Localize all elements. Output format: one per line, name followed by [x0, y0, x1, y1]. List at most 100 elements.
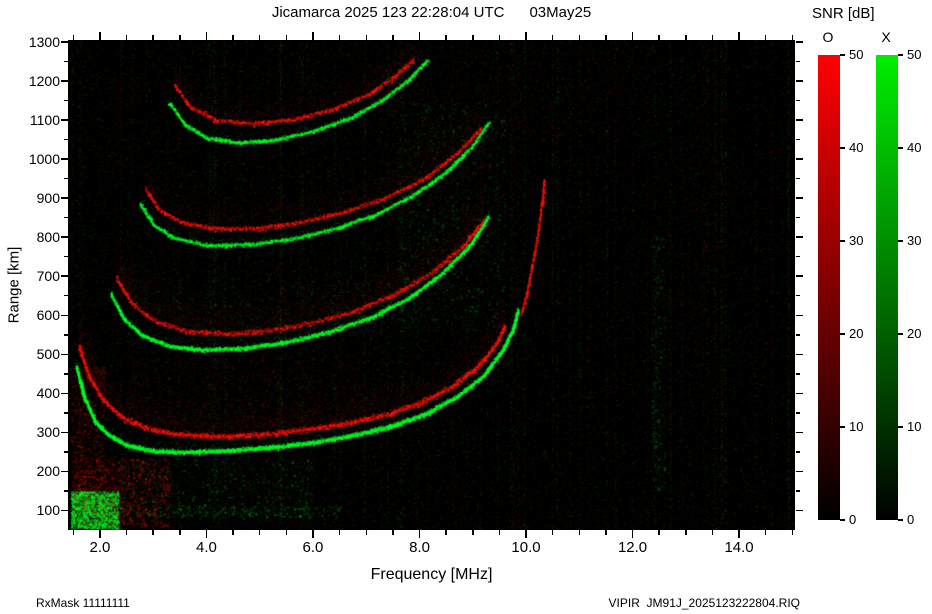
x-tick	[711, 35, 714, 40]
x-tick	[711, 530, 714, 535]
y-tick-label: 700	[36, 268, 60, 285]
y-tick	[796, 431, 803, 434]
x-tick	[605, 530, 607, 535]
y-tick	[796, 119, 803, 121]
y-tick	[796, 60, 800, 63]
colorbar-tick	[898, 54, 903, 56]
x-tick	[258, 530, 261, 535]
x-tick	[232, 530, 234, 535]
y-tick	[64, 294, 68, 297]
colorbar-tick-label: 20	[907, 326, 922, 341]
x-tick	[338, 530, 341, 535]
x-tick	[338, 35, 341, 40]
x-tick	[205, 32, 208, 40]
y-tick	[796, 373, 800, 375]
y-tick	[61, 41, 68, 43]
x-tick	[418, 32, 421, 40]
colorbar-tick-label: 10	[907, 419, 922, 434]
x-tick	[551, 35, 554, 40]
x-tick	[125, 530, 128, 535]
plot-area	[68, 40, 795, 530]
colorbar-tick-label: 0	[849, 512, 857, 527]
x-tick	[605, 35, 607, 40]
y-tick	[796, 138, 800, 141]
colorbar-tick	[898, 240, 903, 242]
y-tick	[61, 314, 68, 316]
y-tick	[796, 158, 803, 160]
y-tick	[64, 60, 68, 63]
y-tick	[64, 334, 68, 336]
x-tick	[445, 530, 447, 535]
y-tick	[796, 470, 803, 473]
x-tick	[285, 35, 288, 40]
x-tick	[551, 530, 554, 535]
y-tick	[64, 177, 68, 180]
y-tick	[61, 470, 68, 473]
y-tick	[61, 509, 68, 512]
y-tick	[61, 431, 68, 434]
x-tick-label: 4.0	[196, 539, 217, 556]
x-tick	[72, 530, 75, 535]
x-tick	[232, 35, 234, 40]
x-tick	[152, 530, 154, 535]
y-tick-label: 1300	[28, 33, 60, 50]
colorbar-tick-label: 30	[849, 233, 864, 248]
ionogram-canvas	[68, 40, 795, 530]
colorbar-tick-label: 0	[907, 512, 915, 527]
y-tick	[796, 99, 800, 102]
y-tick-label: 1100	[29, 112, 60, 129]
x-tick	[738, 32, 740, 40]
y-tick	[64, 255, 68, 258]
x-tick	[685, 35, 687, 40]
y-tick	[61, 275, 68, 277]
x-tick	[472, 530, 474, 535]
x-tick	[764, 530, 767, 535]
y-tick-label: 600	[36, 307, 60, 324]
x-tick-label: 2.0	[89, 539, 111, 556]
y-tick-label: 100	[36, 502, 60, 519]
colorbar-tick	[898, 333, 903, 335]
x-tick	[72, 35, 75, 40]
colorbar-tick	[840, 519, 845, 521]
x-tick	[791, 35, 794, 40]
y-tick-label: 800	[36, 229, 60, 246]
colorbar-tick-label: 50	[907, 47, 922, 62]
y-tick	[796, 255, 800, 258]
y-tick	[796, 236, 803, 238]
colorbar-tick-label: 50	[849, 47, 864, 62]
x-tick	[312, 530, 314, 538]
y-tick	[796, 177, 800, 180]
x-tick	[99, 32, 101, 40]
y-tick-label: 200	[36, 463, 60, 480]
colorbar-tick	[840, 240, 845, 242]
y-tick-label: 900	[36, 190, 60, 207]
x-tick-label: 8.0	[409, 539, 430, 556]
x-tick	[365, 35, 367, 40]
x-tick	[418, 530, 421, 538]
x-tick	[472, 35, 474, 40]
y-tick	[64, 490, 68, 492]
x-tick	[791, 530, 794, 535]
data-file-text: VIPIR JM91J_2025123222804.RIQ	[608, 596, 800, 610]
y-tick-label: 1200	[28, 72, 60, 89]
x-tick	[392, 530, 394, 535]
x-tick	[525, 32, 527, 40]
colorbar-tick	[840, 147, 845, 149]
colorbar-title: SNR [dB]	[812, 5, 875, 22]
y-tick-label: 1000	[28, 151, 60, 168]
colorbar-tick-label: 30	[907, 233, 922, 248]
x-tick	[525, 530, 527, 538]
x-tick	[312, 32, 314, 40]
y-tick	[61, 236, 68, 238]
x-tick	[498, 530, 501, 535]
x-tick	[658, 530, 660, 535]
x-tick	[125, 35, 128, 40]
colorbar-o-gradient	[818, 55, 840, 520]
y-tick	[796, 490, 800, 492]
y-tick	[61, 353, 68, 356]
y-tick-label: 300	[36, 424, 60, 441]
y-tick	[796, 334, 800, 336]
y-tick	[61, 197, 68, 199]
y-tick	[796, 275, 803, 277]
y-tick	[796, 392, 803, 395]
